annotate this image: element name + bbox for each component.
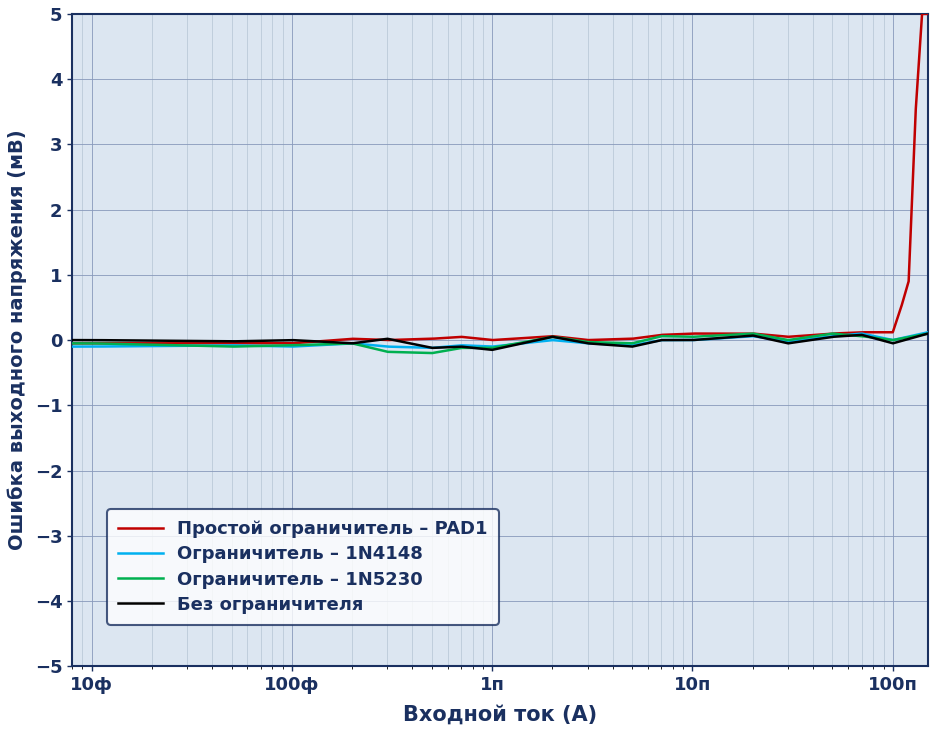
Ограничитель – 1N5230 xyxy=(165,341,176,350)
Ограничитель – 1N5230 xyxy=(906,332,917,341)
Ограничитель – 1N5230 xyxy=(923,329,934,338)
Простой ограничитель – PAD1 xyxy=(923,10,934,18)
Ограничитель – 1N4148 xyxy=(813,333,825,342)
Без ограничителя xyxy=(66,336,78,345)
Простой ограничитель – PAD1 xyxy=(165,339,176,348)
Без ограничителя xyxy=(486,346,497,354)
Line: Ограничитель – 1N5230: Ограничитель – 1N5230 xyxy=(72,334,928,353)
Без ограничителя xyxy=(432,343,443,352)
Простой ограничитель – PAD1 xyxy=(215,339,226,348)
Простой ограничитель – PAD1 xyxy=(395,335,406,344)
Ограничитель – 1N5230 xyxy=(66,339,78,348)
Без ограничителя xyxy=(923,329,934,338)
Line: Ограничитель – 1N4148: Ограничитель – 1N4148 xyxy=(72,332,928,348)
Простой ограничитель – PAD1 xyxy=(813,330,825,339)
X-axis label: Входной ток (А): Входной ток (А) xyxy=(403,705,597,725)
Ограничитель – 1N5230 xyxy=(215,342,226,351)
Ограничитель – 1N4148 xyxy=(66,343,78,351)
Ограничитель – 1N5230 xyxy=(432,348,443,356)
Без ограничителя xyxy=(906,334,917,343)
Без ограничителя xyxy=(215,337,226,346)
Ограничитель – 1N4148 xyxy=(395,343,406,351)
Legend: Простой ограничитель – PAD1, Ограничитель – 1N4148, Ограничитель – 1N5230, Без о: Простой ограничитель – PAD1, Ограничител… xyxy=(107,509,498,624)
Ограничитель – 1N4148 xyxy=(432,343,443,352)
Ограничитель – 1N5230 xyxy=(813,331,825,340)
Простой ограничитель – PAD1 xyxy=(906,214,917,223)
Простой ограничитель – PAD1 xyxy=(916,10,928,18)
Ограничитель – 1N4148 xyxy=(923,328,934,337)
Y-axis label: Ошибка выходного напряжения (мВ): Ошибка выходного напряжения (мВ) xyxy=(7,130,26,550)
Line: Без ограничителя: Без ограничителя xyxy=(72,334,928,350)
Ограничитель – 1N4148 xyxy=(426,343,438,352)
Без ограничителя xyxy=(165,337,176,346)
Ограничитель – 1N5230 xyxy=(395,348,406,356)
Line: Простой ограничитель – PAD1: Простой ограничитель – PAD1 xyxy=(72,14,928,343)
Ограничитель – 1N4148 xyxy=(906,332,917,340)
Ограничитель – 1N5230 xyxy=(426,348,438,357)
Простой ограничитель – PAD1 xyxy=(432,334,443,343)
Без ограничителя xyxy=(813,335,825,343)
Ограничитель – 1N4148 xyxy=(215,341,226,350)
Без ограничителя xyxy=(395,337,406,346)
Простой ограничитель – PAD1 xyxy=(66,339,78,348)
Ограничитель – 1N4148 xyxy=(165,342,176,351)
